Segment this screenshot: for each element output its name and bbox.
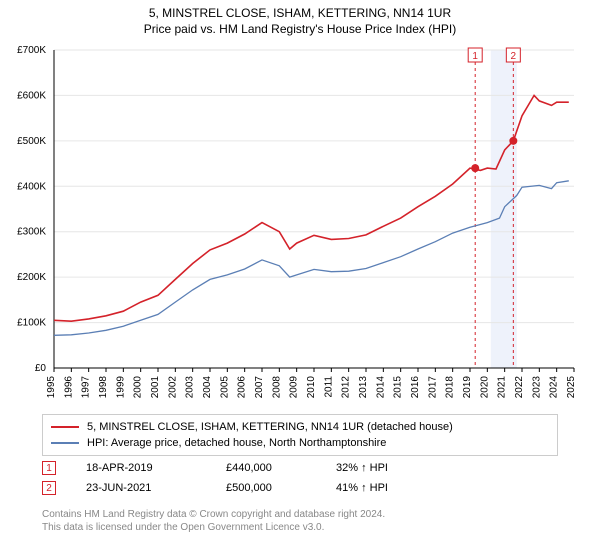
footer-line2: This data is licensed under the Open Gov… [42, 521, 385, 534]
sale-marker-date: 18-APR-2019 [86, 462, 226, 474]
svg-text:1996: 1996 [63, 376, 74, 399]
svg-text:2019: 2019 [462, 376, 473, 399]
sale-marker-pct: 41% ↑ HPI [336, 482, 456, 494]
svg-text:1995: 1995 [46, 376, 57, 399]
legend-item: HPI: Average price, detached house, Nort… [51, 435, 549, 451]
footer-attribution: Contains HM Land Registry data © Crown c… [42, 508, 385, 534]
svg-text:2005: 2005 [219, 376, 230, 399]
svg-text:2017: 2017 [427, 376, 438, 399]
svg-text:2011: 2011 [323, 376, 334, 398]
svg-text:2023: 2023 [531, 376, 542, 399]
svg-text:£500K: £500K [17, 136, 46, 147]
svg-text:2024: 2024 [549, 376, 560, 399]
svg-text:1: 1 [472, 51, 478, 62]
svg-text:2010: 2010 [306, 376, 317, 399]
svg-text:2016: 2016 [410, 376, 421, 399]
price-chart: £0 £100K £200K £300K £400K £500K £600K £700K 1 2 1… [0, 44, 600, 404]
svg-text:1998: 1998 [98, 376, 109, 399]
svg-text:2008: 2008 [271, 376, 282, 399]
legend-item: 5, MINSTREL CLOSE, ISHAM, KETTERING, NN1… [51, 419, 549, 435]
sale-marker-badge: 1 [42, 461, 56, 475]
svg-text:1999: 1999 [115, 376, 126, 399]
svg-text:2015: 2015 [393, 376, 404, 399]
svg-text:£300K: £300K [17, 227, 46, 238]
svg-text:£200K: £200K [17, 272, 46, 283]
svg-text:£100K: £100K [17, 318, 46, 329]
sale-marker-row: 2 23-JUN-2021£500,00041% ↑ HPI [42, 478, 456, 498]
svg-text:£400K: £400K [17, 181, 46, 192]
legend-label: 5, MINSTREL CLOSE, ISHAM, KETTERING, NN1… [87, 421, 453, 433]
svg-text:2018: 2018 [445, 376, 456, 399]
footer-line1: Contains HM Land Registry data © Crown c… [42, 508, 385, 521]
legend-label: HPI: Average price, detached house, Nort… [87, 437, 386, 449]
svg-text:2020: 2020 [479, 376, 490, 399]
svg-text:2006: 2006 [237, 376, 248, 399]
legend-swatch [51, 426, 79, 428]
svg-text:2: 2 [511, 51, 517, 62]
sale-marker-row: 1 18-APR-2019£440,00032% ↑ HPI [42, 458, 456, 478]
svg-text:2007: 2007 [254, 376, 265, 399]
svg-text:2009: 2009 [289, 376, 300, 399]
svg-text:2022: 2022 [514, 376, 525, 399]
sale-marker-price: £500,000 [226, 482, 336, 494]
svg-text:2000: 2000 [133, 376, 144, 399]
svg-text:2021: 2021 [497, 376, 508, 399]
sale-marker-badge: 2 [42, 481, 56, 495]
svg-text:2002: 2002 [167, 376, 178, 399]
svg-text:2012: 2012 [341, 376, 352, 399]
svg-text:2013: 2013 [358, 376, 369, 399]
svg-text:2004: 2004 [202, 376, 213, 399]
chart-subtitle: Price paid vs. HM Land Registry's House … [0, 22, 600, 36]
svg-text:£0: £0 [35, 363, 47, 374]
sale-marker-pct: 32% ↑ HPI [336, 462, 456, 474]
svg-text:£700K: £700K [17, 45, 46, 56]
svg-text:2025: 2025 [566, 376, 577, 399]
svg-text:£600K: £600K [17, 90, 46, 101]
svg-text:2001: 2001 [150, 376, 161, 399]
sale-marker-price: £440,000 [226, 462, 336, 474]
svg-text:2014: 2014 [375, 376, 386, 399]
legend: 5, MINSTREL CLOSE, ISHAM, KETTERING, NN1… [42, 414, 558, 456]
sale-marker-date: 23-JUN-2021 [86, 482, 226, 494]
sale-markers-table: 1 18-APR-2019£440,00032% ↑ HPI 2 23-JUN-202… [42, 458, 456, 498]
svg-text:1997: 1997 [81, 376, 92, 399]
svg-text:2003: 2003 [185, 376, 196, 399]
chart-title: 5, MINSTREL CLOSE, ISHAM, KETTERING, NN1… [0, 6, 600, 20]
legend-swatch [51, 442, 79, 444]
